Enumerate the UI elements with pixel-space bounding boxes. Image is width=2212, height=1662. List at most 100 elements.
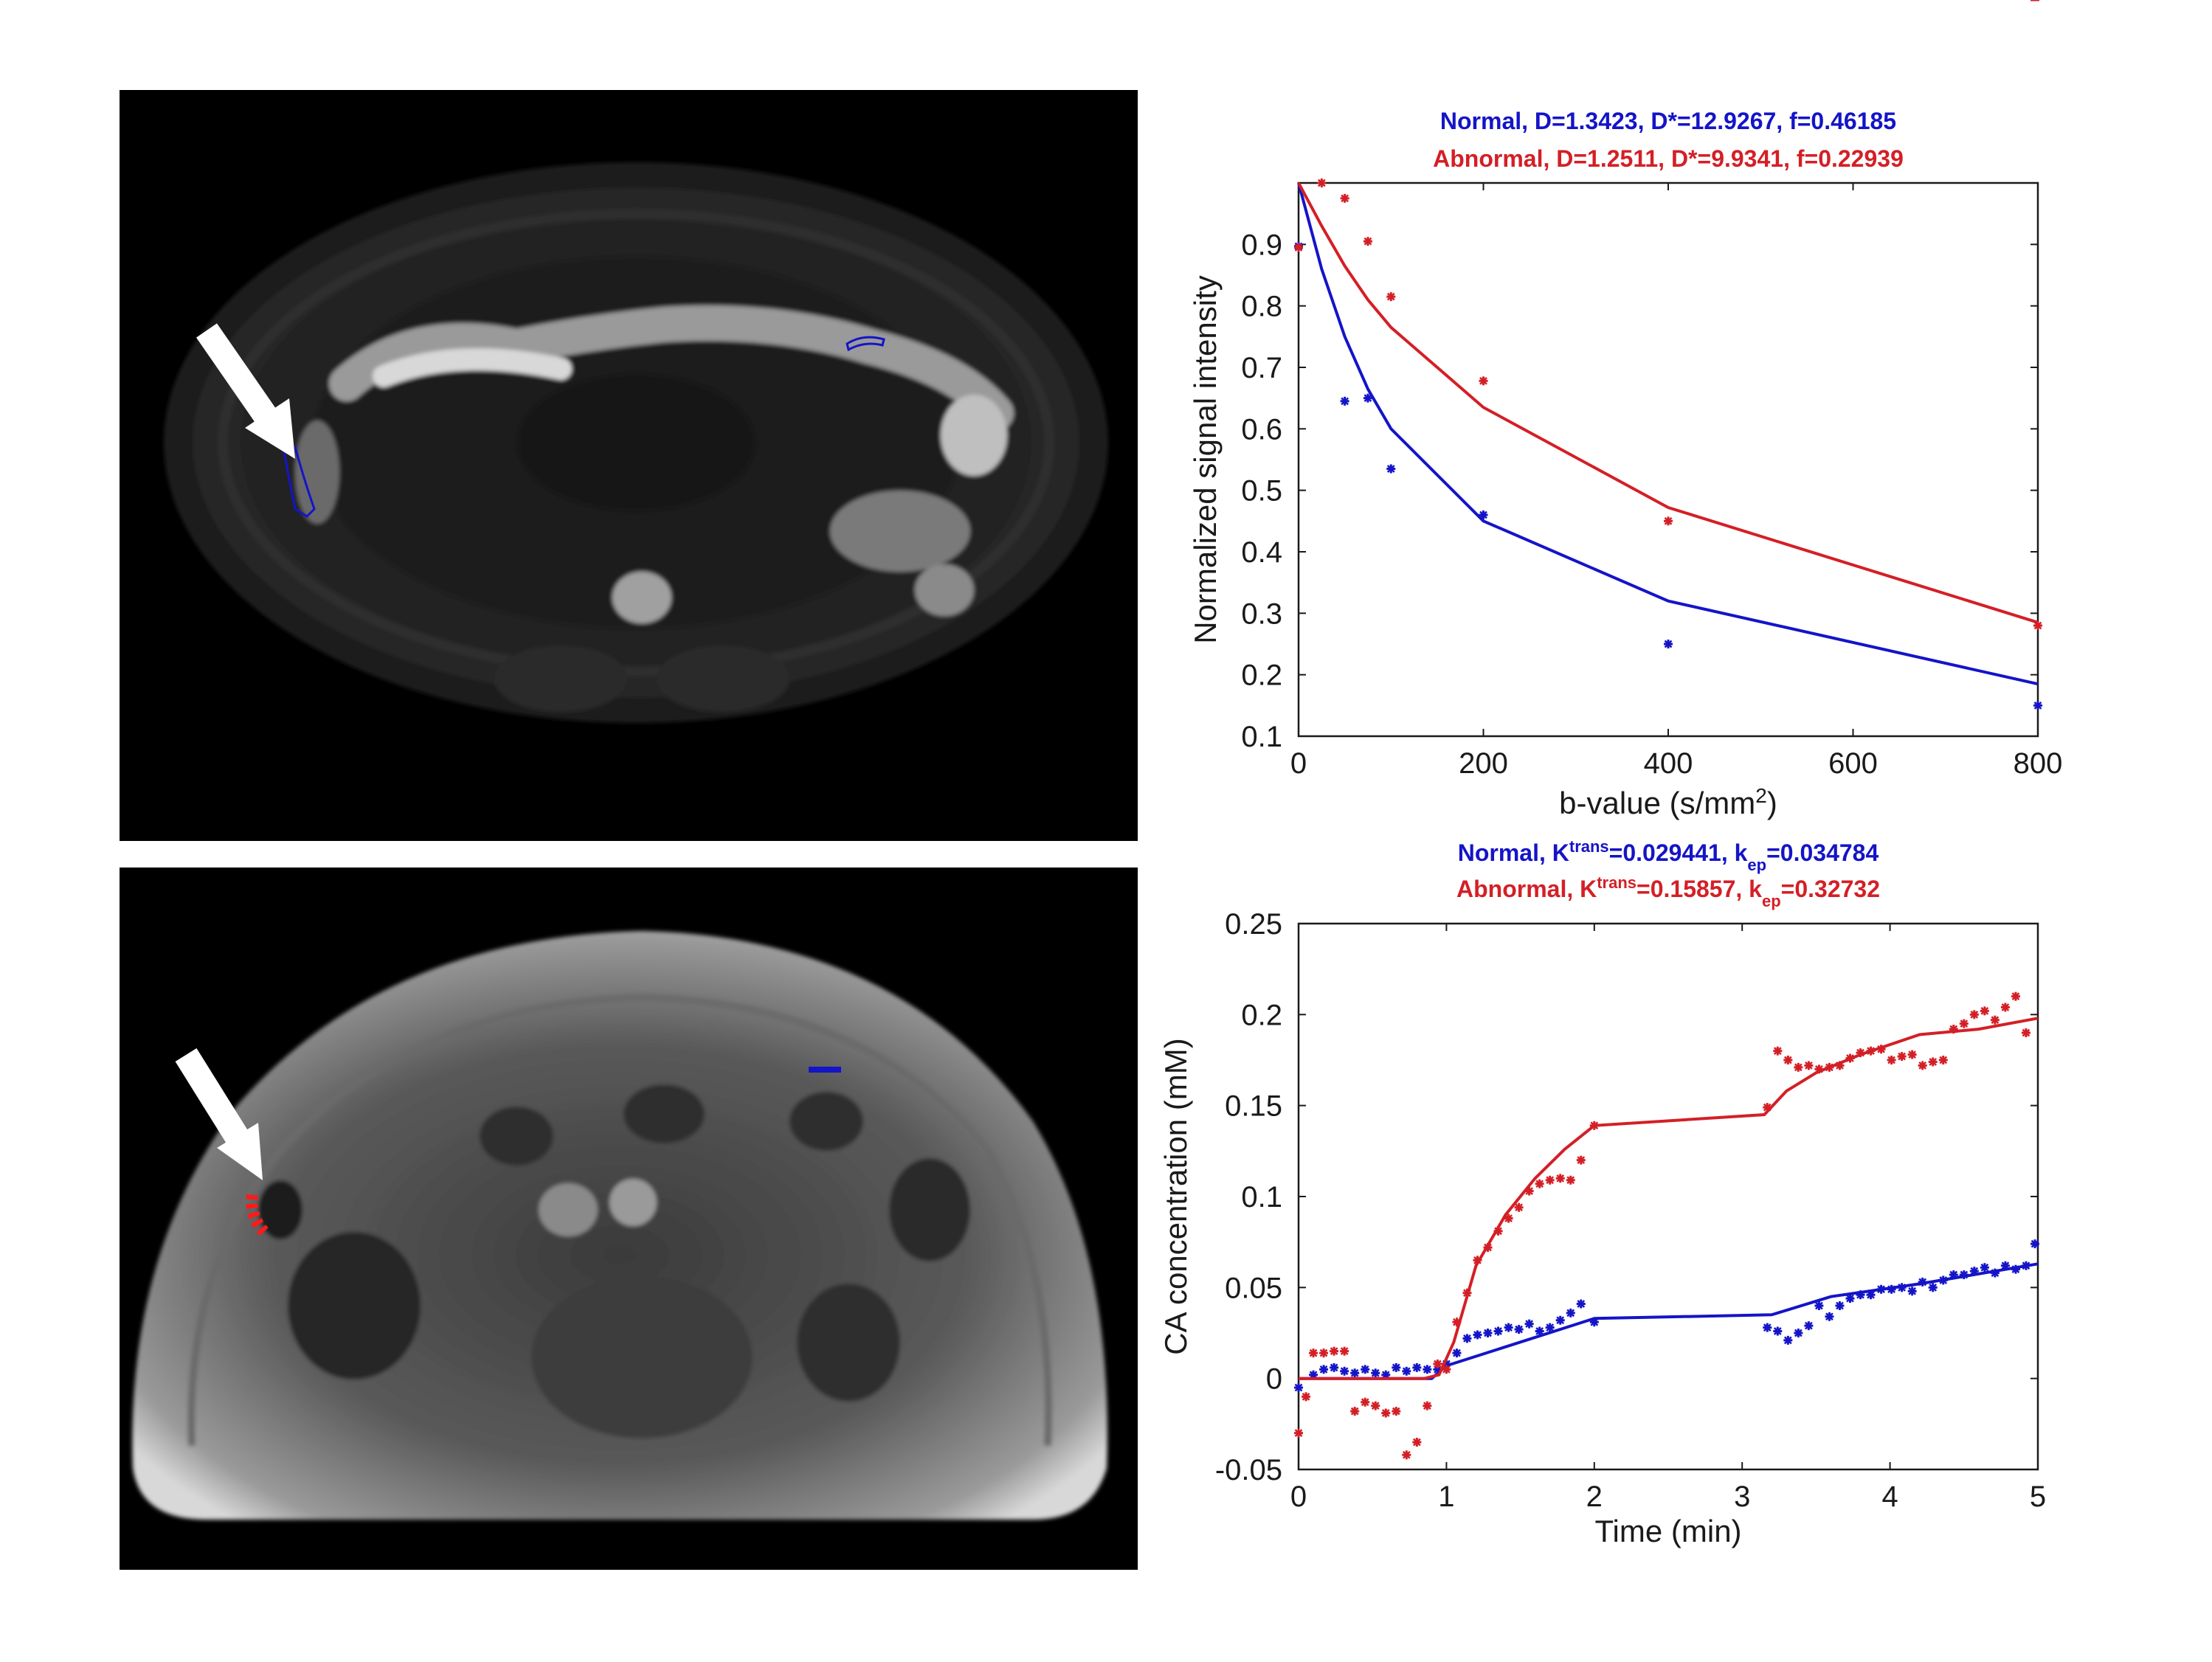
x-axis-title: Time (min) xyxy=(1594,1514,1741,1548)
point-stroke-d2 xyxy=(1846,1054,1854,1062)
normal-data-point xyxy=(1887,1284,1896,1294)
y-tick-label: 0.6 xyxy=(1241,413,1282,446)
x-tick-label: 4 xyxy=(1881,1481,1898,1513)
series-abnormal xyxy=(1294,0,2039,1460)
dce-abnormal-roi-marker xyxy=(246,1194,270,1238)
normal-data-point xyxy=(1928,1283,1938,1292)
chart-title-part: Normal, K xyxy=(1458,839,1569,866)
abnormal-data-point xyxy=(1589,1121,1599,1130)
y-tick-label: 0.15 xyxy=(1225,1090,1282,1123)
normal-data-point xyxy=(1483,1329,1493,1337)
normal-data-point xyxy=(1794,1329,1803,1337)
point-stroke-d2 xyxy=(1412,1363,1421,1372)
abnormal-data-point xyxy=(1514,1202,1524,1212)
abnormal-data-point xyxy=(1452,1318,1462,1327)
normal-data-point xyxy=(1664,640,1673,648)
x-axis-title-sup: 2 xyxy=(1755,784,1767,807)
point-stroke-d2 xyxy=(1804,1321,1813,1330)
point-stroke-d2 xyxy=(2001,1003,2010,1011)
normal-data-point xyxy=(1990,1268,2000,1278)
normal-data-point xyxy=(1969,1267,1979,1276)
abnormal-data-point xyxy=(1412,1438,1422,1447)
point-stroke-d2 xyxy=(1340,1347,1349,1356)
normal-data-point xyxy=(2000,1261,2010,1270)
normal-data-point xyxy=(1340,396,1349,406)
normal-fit-line xyxy=(1299,1262,2039,1380)
point-stroke-d2 xyxy=(1836,1062,1844,1070)
point-stroke-d2 xyxy=(1877,1285,1885,1294)
point-stroke-d2 xyxy=(1783,1056,1792,1064)
chart-title-part: trans xyxy=(1569,837,1609,856)
normal-data-point xyxy=(2033,701,2042,710)
normal-data-point xyxy=(1959,1270,1969,1280)
abnormal-data-point xyxy=(1442,1365,1451,1374)
point-stroke-d2 xyxy=(1960,1019,1969,1028)
chart-title-part: ep xyxy=(1747,856,1766,874)
point-stroke-d2 xyxy=(1386,292,1395,301)
abnormal-data-point xyxy=(1959,1019,1969,1028)
y-tick-label: 0.2 xyxy=(1241,999,1282,1031)
point-stroke-d2 xyxy=(1546,1323,1555,1332)
x-axis-title-text: b-value (s/mm xyxy=(1559,786,1755,820)
abnormal-fit-line xyxy=(1297,182,2039,624)
y-tick-label: 0.25 xyxy=(1225,908,1282,941)
point-stroke-d2 xyxy=(1970,1010,1979,1019)
point-stroke-d2 xyxy=(1350,1368,1359,1377)
point-stroke-d2 xyxy=(1980,1263,1989,1272)
normal-data-point xyxy=(1856,1290,1865,1300)
abnormal-data-point xyxy=(1524,1186,1534,1196)
chart-title-part: =0.029441, k xyxy=(1609,839,1748,866)
x-axis-title: b-value (s/mm2) xyxy=(1559,784,1777,821)
abnormal-data-point xyxy=(1555,1174,1565,1183)
normal-data-point xyxy=(2030,1239,2039,1249)
abnormal-data-point xyxy=(1483,1243,1493,1253)
normal-data-point xyxy=(1907,1287,1917,1296)
normal-data-point xyxy=(1462,1334,1472,1343)
normal-data-point xyxy=(1545,1323,1555,1332)
abnormal-data-point xyxy=(1371,1401,1380,1410)
point-stroke-d2 xyxy=(2033,701,2042,710)
normal-data-point xyxy=(1835,1301,1845,1310)
abnormal-data-point xyxy=(1340,193,1349,203)
point-stroke-d2 xyxy=(1908,1287,1917,1295)
abnormal-data-point xyxy=(1814,1064,1824,1074)
point-stroke-d2 xyxy=(1980,1007,1989,1015)
abnormal-data-point xyxy=(1294,1428,1303,1438)
abnormal-data-point xyxy=(1866,1046,1876,1056)
point-stroke-d2 xyxy=(1535,1180,1544,1188)
point-stroke-d2 xyxy=(1504,1214,1513,1222)
ivim-signal-decay-chart: Normal, D=1.3423, D*=12.9267, f=0.46185 A… xyxy=(1188,108,2062,820)
point-stroke-d2 xyxy=(1386,465,1395,473)
point-stroke-d2 xyxy=(1463,1334,1471,1343)
normal-data-point xyxy=(1566,1308,1575,1318)
point-stroke-d2 xyxy=(1577,1300,1586,1308)
point-stroke-d2 xyxy=(1494,1327,1502,1335)
point-stroke-d2 xyxy=(1939,1056,1948,1064)
point-stroke-d2 xyxy=(1908,1050,1917,1059)
abnormal-data-point xyxy=(1887,1056,1896,1064)
abnormal-data-point xyxy=(1990,1015,2000,1025)
point-stroke-d2 xyxy=(1350,1407,1359,1416)
normal-data-point xyxy=(1949,1270,1958,1280)
normal-data-point xyxy=(1412,1363,1422,1372)
abnormal-data-point xyxy=(1835,1061,1845,1070)
point-stroke-d2 xyxy=(1804,1062,1813,1070)
point-stroke-d2 xyxy=(1361,1365,1369,1374)
normal-data-point xyxy=(1363,393,1372,403)
point-stroke-d2 xyxy=(1504,1323,1513,1332)
point-stroke-d2 xyxy=(1867,1047,1875,1056)
point-stroke-d2 xyxy=(1867,1290,1875,1299)
abnormal-data-point xyxy=(1928,1057,1938,1067)
y-tick-label: 0 xyxy=(1266,1363,1282,1396)
ca-concentration-time-chart: Normal, Ktrans=0.029441, kep=0.034784Abn… xyxy=(1158,0,2046,1548)
point-stroke-d2 xyxy=(1463,1289,1471,1298)
normal-data-point xyxy=(1845,1294,1855,1303)
abnormal-data-point xyxy=(1535,1179,1544,1188)
abnormal-data-point xyxy=(1794,1062,1803,1072)
point-stroke-d2 xyxy=(1479,510,1487,519)
y-tick-label: 0.05 xyxy=(1225,1272,1282,1304)
point-stroke-d2 xyxy=(1546,1176,1555,1185)
abnormal-data-point xyxy=(1386,292,1396,302)
